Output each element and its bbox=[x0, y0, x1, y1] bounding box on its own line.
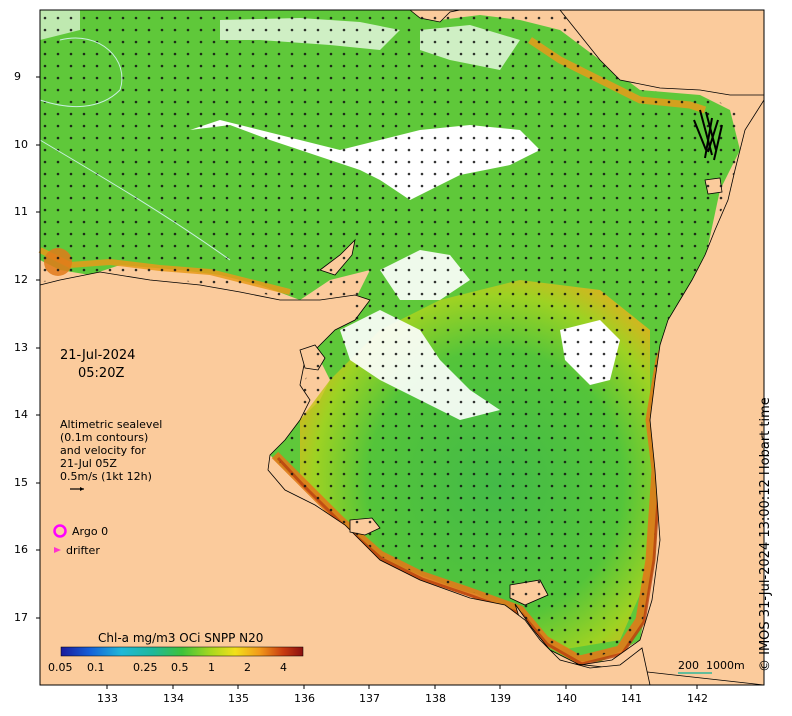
credit-label: © IMOS 31-Jul-2024 13:00:12 Hobart time bbox=[758, 397, 773, 672]
colorbar-tick: 0.1 bbox=[87, 661, 105, 674]
colorbar-tick: 4 bbox=[280, 661, 287, 674]
altimetry-note: Altimetric sealevel (0.1m contours) and … bbox=[60, 418, 163, 483]
lon-tick: 133 bbox=[97, 692, 118, 705]
lon-tick: 135 bbox=[228, 692, 249, 705]
lon-tick: 141 bbox=[621, 692, 642, 705]
lat-tick: 16 bbox=[14, 543, 28, 556]
landmass-arnhem bbox=[39, 271, 651, 686]
lon-tick: 139 bbox=[490, 692, 511, 705]
lat-tick: 17 bbox=[14, 611, 28, 624]
lon-tick: 142 bbox=[687, 692, 708, 705]
lat-tick: 10 bbox=[14, 138, 28, 151]
lon-tick: 137 bbox=[359, 692, 380, 705]
lon-tick: 136 bbox=[294, 692, 315, 705]
colorbar-tick: 0.5 bbox=[171, 661, 189, 674]
argo-marker bbox=[53, 524, 67, 538]
drifter-label: drifter bbox=[66, 544, 100, 557]
colorbar-tick: 0.05 bbox=[48, 661, 73, 674]
date-label: 21-Jul-2024 bbox=[60, 348, 136, 363]
lat-tick: 14 bbox=[14, 408, 28, 421]
colorbar-title: Chl-a mg/m3 OCi SNPP N20 bbox=[98, 631, 264, 645]
drifter-vectors bbox=[693, 109, 723, 161]
argo-label: Argo 0 bbox=[72, 525, 109, 538]
lat-tick: 13 bbox=[14, 341, 28, 354]
lat-tick: 15 bbox=[14, 476, 28, 489]
lat-tick: 12 bbox=[14, 273, 28, 286]
colorbar-tick: 0.25 bbox=[133, 661, 158, 674]
lon-tick: 138 bbox=[425, 692, 446, 705]
drifter-marker bbox=[54, 547, 61, 553]
colorbar-tick: 1 bbox=[208, 661, 215, 674]
lat-tick: 9 bbox=[14, 70, 21, 83]
colorbar-tick: 2 bbox=[244, 661, 251, 674]
lat-tick: 11 bbox=[14, 205, 28, 218]
depth-scale-1000: 1000m bbox=[706, 659, 745, 672]
lon-tick: 140 bbox=[556, 692, 577, 705]
colorbar bbox=[60, 646, 304, 657]
lon-tick: 134 bbox=[163, 692, 184, 705]
time-label: 05:20Z bbox=[78, 366, 125, 381]
depth-scale-200: 200 bbox=[678, 659, 699, 672]
